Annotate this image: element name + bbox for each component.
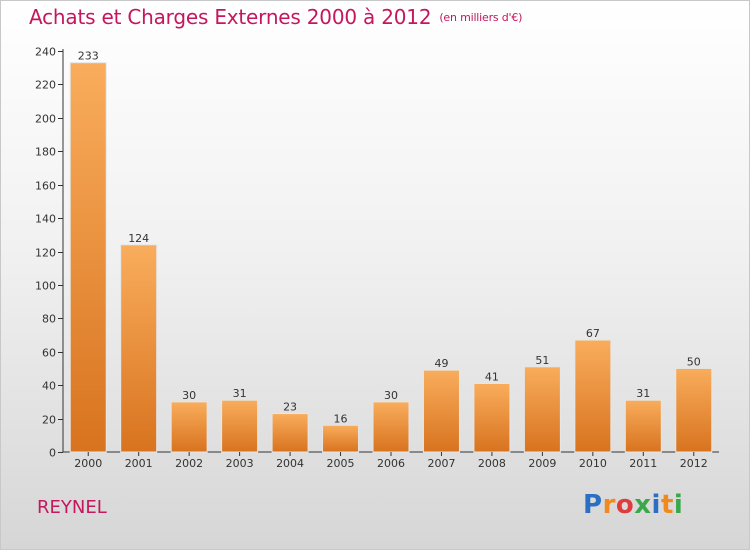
bar-value-label: 31 bbox=[233, 387, 247, 400]
bar-value-label: 16 bbox=[334, 412, 348, 425]
y-tick-label: 20 bbox=[42, 414, 56, 427]
bar-value-label: 67 bbox=[586, 327, 600, 340]
x-tick-label: 2006 bbox=[377, 457, 405, 470]
x-tick-label: 2009 bbox=[528, 457, 556, 470]
y-tick-label: 240 bbox=[35, 46, 56, 59]
proxiti-logo[interactable]: Proxiti bbox=[583, 490, 683, 520]
x-tick-label: 2003 bbox=[226, 457, 254, 470]
bar bbox=[523, 366, 561, 453]
y-tick-label: 180 bbox=[35, 146, 56, 159]
bar bbox=[69, 62, 107, 453]
commune-name: REYNEL bbox=[37, 497, 107, 518]
bar-value-label: 233 bbox=[78, 50, 99, 63]
y-tick-label: 60 bbox=[42, 347, 56, 360]
chart-title: Achats et Charges Externes 2000 à 2012 (e… bbox=[29, 5, 522, 29]
bar bbox=[221, 399, 259, 453]
chart-unit: (en milliers d'€) bbox=[439, 11, 523, 24]
logo-letter: t bbox=[660, 490, 674, 520]
bar bbox=[120, 244, 158, 453]
logo-letter: i bbox=[651, 490, 661, 520]
y-tick-label: 40 bbox=[42, 380, 56, 393]
y-tick-label: 0 bbox=[49, 447, 56, 460]
bar bbox=[170, 401, 208, 453]
y-tick-label: 160 bbox=[35, 180, 56, 193]
logo-letter: x bbox=[634, 490, 652, 520]
bar-value-label: 23 bbox=[283, 401, 297, 414]
bar-value-label: 51 bbox=[535, 354, 549, 367]
bar bbox=[422, 369, 460, 453]
bar-value-label: 41 bbox=[485, 370, 499, 383]
bar bbox=[574, 339, 612, 453]
x-tick-label: 2007 bbox=[427, 457, 455, 470]
x-tick-label: 2001 bbox=[125, 457, 153, 470]
x-tick-label: 2000 bbox=[74, 457, 102, 470]
logo-letter: r bbox=[602, 490, 616, 520]
y-tick-label: 220 bbox=[35, 79, 56, 92]
y-tick-label: 120 bbox=[35, 247, 56, 260]
bar-value-label: 30 bbox=[384, 389, 398, 402]
bar-value-label: 30 bbox=[182, 389, 196, 402]
x-tick-label: 2011 bbox=[629, 457, 657, 470]
x-tick-label: 2010 bbox=[579, 457, 607, 470]
bar-value-label: 124 bbox=[128, 232, 149, 245]
x-tick-label: 2004 bbox=[276, 457, 304, 470]
bar bbox=[322, 424, 360, 453]
y-tick-label: 140 bbox=[35, 213, 56, 226]
y-tick-label: 80 bbox=[42, 313, 56, 326]
x-tick-label: 2005 bbox=[327, 457, 355, 470]
bar-value-label: 49 bbox=[434, 357, 448, 370]
logo-letter: o bbox=[615, 490, 635, 520]
bar-value-label: 31 bbox=[636, 387, 650, 400]
bar bbox=[372, 401, 410, 453]
bar bbox=[675, 367, 713, 453]
bar bbox=[624, 399, 662, 453]
bar bbox=[271, 413, 309, 453]
x-tick-label: 2002 bbox=[175, 457, 203, 470]
x-tick-label: 2012 bbox=[680, 457, 708, 470]
bar bbox=[473, 382, 511, 453]
logo-letter: i bbox=[673, 490, 684, 520]
y-tick-label: 200 bbox=[35, 113, 56, 126]
logo-letter: P bbox=[583, 490, 603, 520]
bar-value-label: 50 bbox=[687, 355, 701, 368]
chart-title-text: Achats et Charges Externes 2000 à 2012 bbox=[29, 5, 432, 29]
x-tick-label: 2008 bbox=[478, 457, 506, 470]
y-tick-label: 100 bbox=[35, 280, 56, 293]
